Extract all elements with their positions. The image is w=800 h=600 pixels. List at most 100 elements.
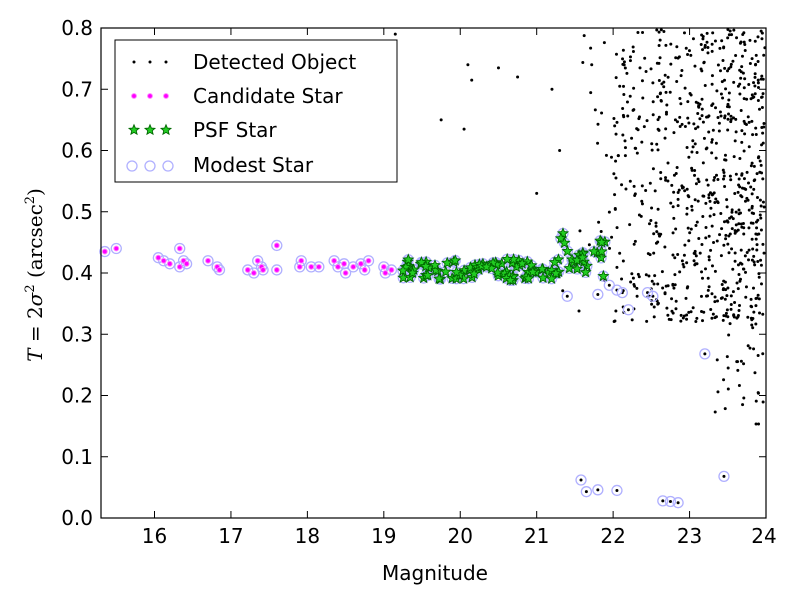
detected-object-point xyxy=(676,204,680,208)
candidate-star-point xyxy=(308,263,315,270)
detected-object-point xyxy=(650,148,654,152)
detected-object-point xyxy=(680,69,684,73)
detected-object-point xyxy=(604,153,608,157)
candidate-star-point xyxy=(176,245,183,252)
psf-star-point xyxy=(406,266,419,279)
detected-object-point xyxy=(699,42,703,46)
detected-object-point xyxy=(723,407,727,411)
detected-object-point xyxy=(706,45,710,49)
detected-object-point xyxy=(725,198,729,202)
detected-object-point xyxy=(707,130,711,134)
detected-object-point xyxy=(672,131,676,135)
candidate-star-point xyxy=(183,260,190,267)
psf-star-point xyxy=(421,269,434,281)
detected-object-point xyxy=(693,169,697,173)
detected-object-point xyxy=(662,80,666,84)
detected-object-point xyxy=(718,110,722,114)
detected-object-point xyxy=(733,251,737,255)
detected-object-point xyxy=(654,221,658,225)
detected-object-point xyxy=(747,181,751,185)
detected-object-point xyxy=(718,69,722,73)
y-tick-label: 0.8 xyxy=(61,16,93,40)
detected-object-point xyxy=(723,116,727,120)
detected-object-points xyxy=(393,28,767,505)
detected-object-point xyxy=(652,232,656,236)
detected-object-point xyxy=(731,116,735,120)
detected-object-point xyxy=(648,181,652,185)
detected-object-point xyxy=(582,34,586,38)
x-tick-label: 23 xyxy=(677,524,702,548)
detected-object-point xyxy=(744,295,748,299)
detected-object-point xyxy=(677,188,681,192)
modest-star-point xyxy=(616,286,628,299)
detected-object-point xyxy=(462,127,466,131)
detected-object-point xyxy=(752,164,756,168)
detected-object-point xyxy=(652,315,656,319)
detected-object-point xyxy=(635,294,639,298)
detected-object-point xyxy=(761,400,765,404)
detected-object-point xyxy=(739,194,743,198)
detected-object-point xyxy=(636,31,640,35)
detected-object-point xyxy=(754,399,758,403)
x-axis-label: Magnitude xyxy=(382,561,488,585)
detected-object-point xyxy=(685,317,689,321)
detected-object-point xyxy=(711,312,715,316)
detected-object-point xyxy=(719,296,723,300)
detected-object-point xyxy=(735,316,739,320)
detected-object-point xyxy=(697,104,701,108)
detected-object-point xyxy=(687,310,691,314)
detected-object-point xyxy=(714,141,718,145)
detected-object-point xyxy=(688,231,692,235)
detected-object-point xyxy=(681,185,685,189)
detected-object-point xyxy=(641,96,645,100)
detected-object-point xyxy=(740,65,744,69)
modest-star-point xyxy=(580,486,593,498)
detected-object-point xyxy=(759,216,763,220)
detected-object-point xyxy=(701,161,705,165)
detected-object-point xyxy=(673,118,677,122)
detected-object-point xyxy=(535,191,539,195)
detected-object-point xyxy=(622,60,626,64)
detected-object-point xyxy=(579,478,583,482)
detected-object-point xyxy=(722,378,726,382)
detected-object-point xyxy=(755,243,759,247)
detected-object-point xyxy=(698,117,702,121)
modest-star-point xyxy=(328,255,340,267)
detected-object-point xyxy=(727,33,731,37)
candidate-star-point xyxy=(350,263,357,270)
detected-object-point xyxy=(736,287,740,291)
detected-object-point xyxy=(624,187,628,191)
detected-object-point xyxy=(748,62,752,66)
y-tick-label: 0.0 xyxy=(61,506,93,530)
detected-object-point xyxy=(716,63,720,67)
detected-object-point xyxy=(650,142,654,146)
detected-object-point xyxy=(730,210,734,214)
detected-object-point xyxy=(756,98,760,102)
detected-object-point xyxy=(727,333,731,337)
detected-object-point xyxy=(612,116,616,120)
detected-object-point xyxy=(647,222,651,226)
detected-object-point xyxy=(657,79,661,83)
detected-object-point xyxy=(633,146,637,150)
detected-object-point xyxy=(682,31,686,35)
detected-object-point xyxy=(655,142,659,146)
candidate-star-point xyxy=(260,267,266,273)
psf-star-points xyxy=(396,227,611,286)
detected-object-point xyxy=(710,264,714,268)
detected-object-point xyxy=(661,499,665,503)
y-tick-label: 0.7 xyxy=(61,77,93,101)
detected-object-point xyxy=(628,179,632,183)
detected-object-point xyxy=(589,46,593,50)
modest-star-point xyxy=(561,290,573,302)
detected-object-point xyxy=(712,178,716,182)
detected-object-point xyxy=(745,97,749,101)
detected-object-point xyxy=(713,269,717,273)
detected-object-point xyxy=(623,66,627,70)
detected-object-point xyxy=(701,35,705,39)
detected-object-point xyxy=(707,285,711,289)
detected-object-point xyxy=(669,42,673,46)
legend-marker-detected xyxy=(132,60,168,64)
detected-object-point xyxy=(674,171,678,175)
detected-object-point xyxy=(742,396,746,400)
detected-object-point xyxy=(742,97,746,101)
